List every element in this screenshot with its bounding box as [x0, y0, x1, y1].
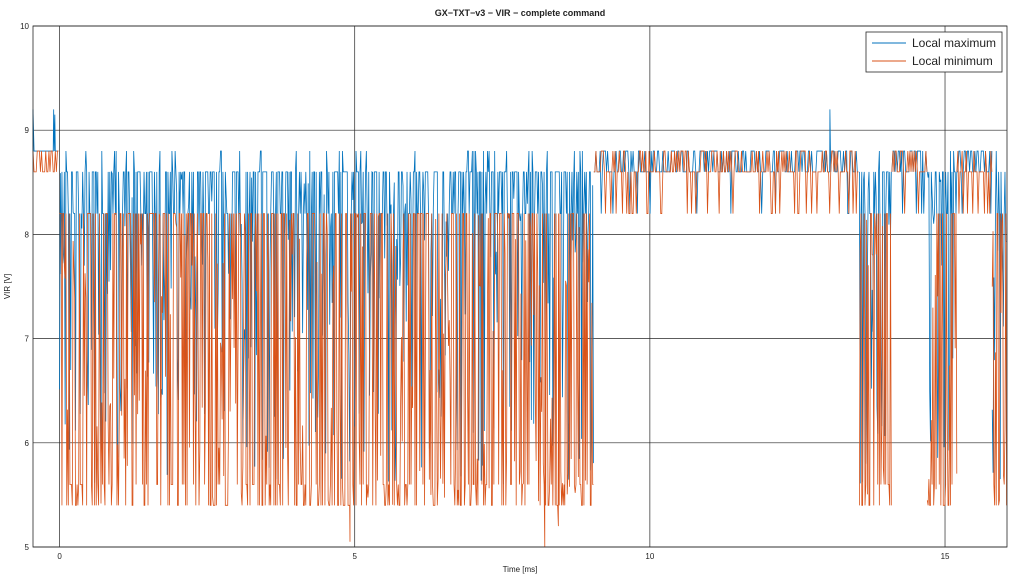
series-local-minimum-segment-0 — [32, 150, 59, 173]
x-tick-label: 5 — [352, 552, 357, 561]
series-local-minimum-segment-5 — [926, 213, 958, 506]
series-local-minimum-segment-7 — [991, 213, 1007, 506]
y-tick-label: 6 — [25, 439, 30, 448]
series-local-maximum-segment-7 — [991, 151, 1007, 480]
legend-label-local-minimum: Local minimum — [912, 54, 993, 68]
y-tick-label: 9 — [25, 126, 30, 135]
x-tick-label: 0 — [57, 552, 62, 561]
series-local-minimum-segment-6 — [956, 151, 993, 214]
x-axis-label: Time [ms] — [503, 565, 538, 574]
plot-frame — [32, 25, 1008, 548]
series-local-minimum-segment-3 — [859, 213, 892, 506]
series-local-maximum-segment-0 — [32, 109, 59, 152]
legend-label-local-maximum: Local maximum — [912, 36, 996, 50]
legend: Local maximum Local minimum — [865, 31, 1003, 73]
series-local-maximum-segment-3 — [859, 151, 892, 484]
y-tick-label: 8 — [25, 230, 30, 239]
tick-labels: 0 5 10 15 5 6 7 8 9 10 — [20, 22, 950, 561]
x-tick-label: 15 — [941, 552, 950, 561]
y-tick-label: 10 — [20, 22, 29, 31]
chart-title: GX−TXT−v3 − VIR − complete command — [435, 8, 606, 18]
series-lines — [32, 109, 1007, 548]
x-tick-label: 10 — [645, 552, 654, 561]
y-tick-label: 5 — [25, 543, 30, 552]
series-local-minimum-segment-1 — [59, 213, 594, 548]
series-local-minimum-segment-4 — [891, 150, 928, 214]
legend-box — [865, 31, 1003, 73]
y-tick-label: 7 — [25, 335, 30, 344]
y-axis-label: VIR [V] — [3, 274, 12, 299]
series-local-minimum-segment-2 — [593, 150, 859, 214]
